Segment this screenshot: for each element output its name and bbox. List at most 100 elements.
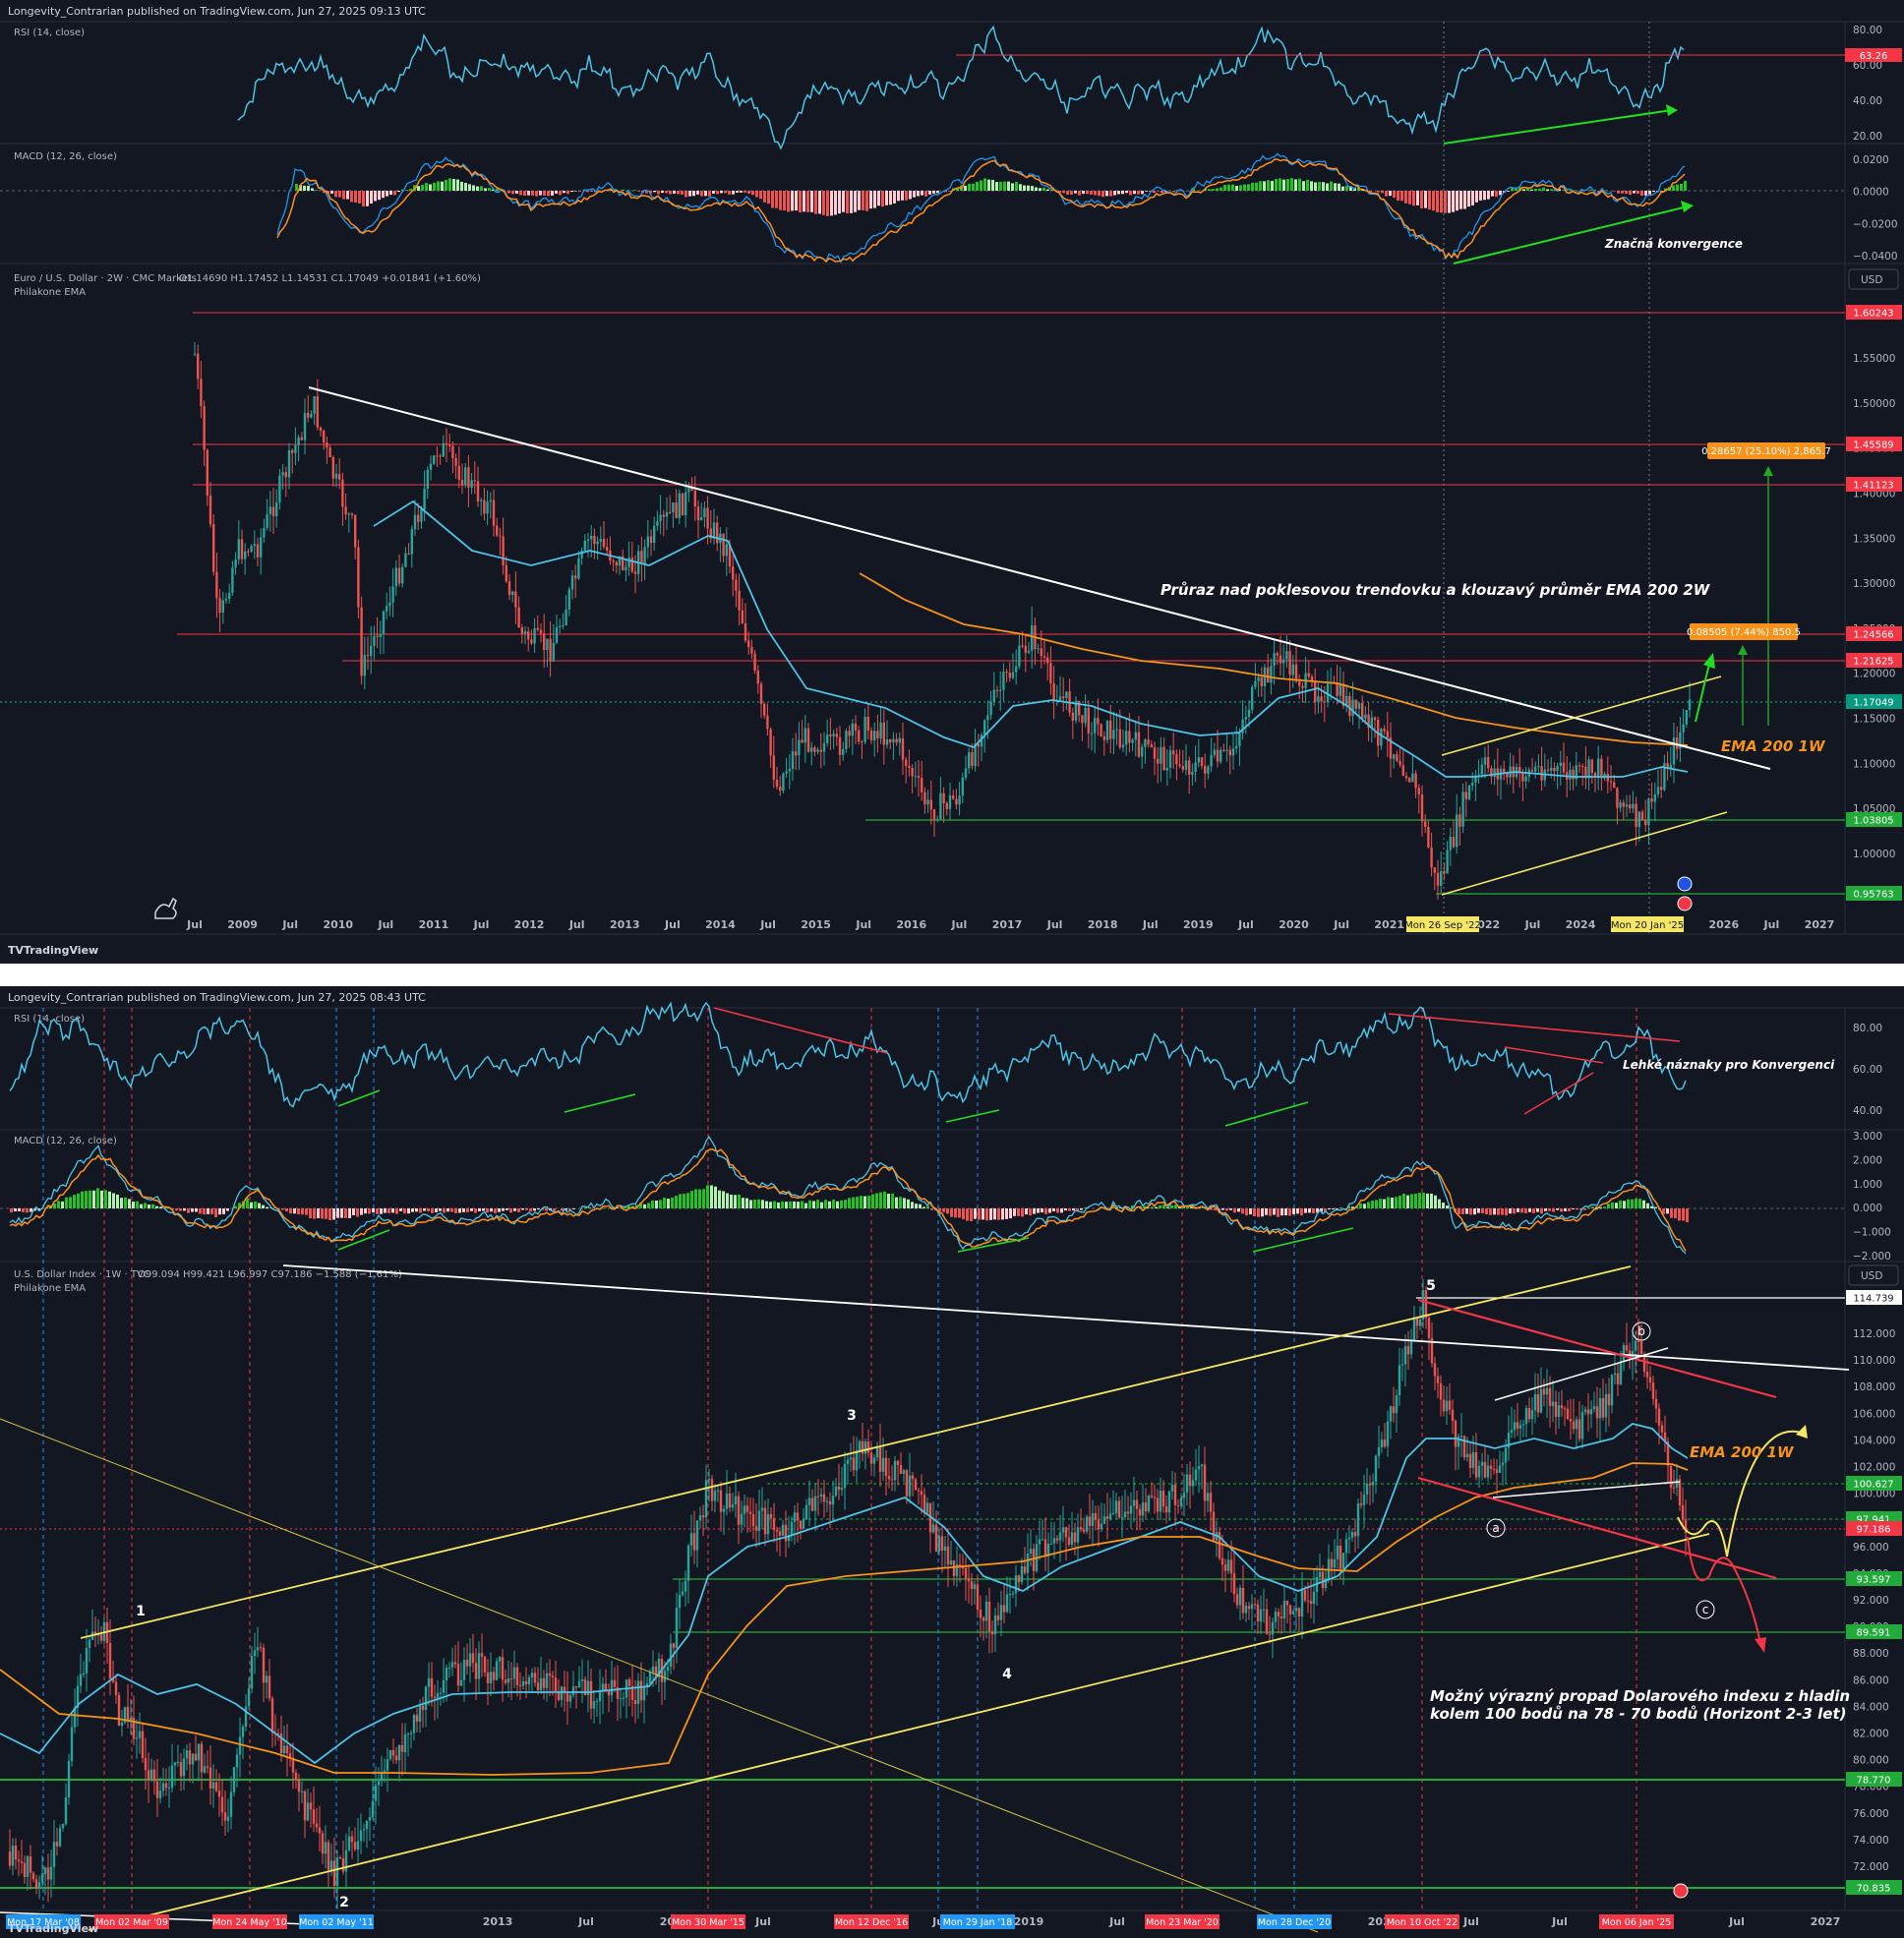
chart2-hist-bar bbox=[663, 1198, 666, 1208]
chart2-candle bbox=[731, 1493, 735, 1512]
chart2-currency-label: USD bbox=[1861, 1270, 1882, 1282]
chart2-candle bbox=[530, 1668, 534, 1693]
chart2-hist-bar bbox=[789, 1201, 792, 1208]
chart1-currency-button[interactable] bbox=[1848, 268, 1899, 290]
chart2-candle bbox=[1262, 1588, 1266, 1623]
chart2-hist-bar bbox=[624, 1206, 626, 1208]
chart2-hist-bar bbox=[144, 1203, 147, 1208]
chart2-candle bbox=[170, 1743, 174, 1793]
chart2-candle bbox=[577, 1666, 581, 1688]
chart1-candle bbox=[806, 723, 810, 753]
chart2-candle bbox=[1220, 1534, 1224, 1582]
chart1-hist-bar bbox=[924, 191, 927, 197]
tradingview-logo[interactable]: TV TradingView bbox=[8, 1922, 98, 1935]
chart1-hist-bar bbox=[759, 191, 762, 200]
chart1-candle bbox=[709, 509, 712, 544]
chart1-hist-bar bbox=[1149, 191, 1152, 193]
chart1-hist-bar bbox=[1086, 191, 1089, 195]
chart1-candle bbox=[923, 787, 926, 814]
dxy-chart[interactable]: Longevity_Contrarian published on Tradin… bbox=[0, 986, 1904, 1938]
chart1-candle bbox=[224, 593, 228, 605]
chart1-hist-bar bbox=[921, 191, 923, 196]
chart2-hist-bar bbox=[1418, 1193, 1421, 1208]
chart2-candle bbox=[681, 1581, 684, 1598]
chart2-candle bbox=[1356, 1498, 1360, 1549]
chart1-hist-bar bbox=[307, 185, 310, 191]
chart2-hist-bar bbox=[1450, 1207, 1453, 1208]
chart2-hist-bar bbox=[372, 1208, 375, 1212]
chart1-hist-bar bbox=[578, 191, 581, 192]
chart2-hist-bar bbox=[269, 1207, 272, 1208]
chart2-candle bbox=[468, 1638, 472, 1683]
chart2-candle bbox=[1150, 1482, 1154, 1499]
chart1-candle bbox=[1144, 737, 1147, 764]
chart1-price-axis-label: 1.30000 bbox=[1853, 578, 1895, 590]
chart1-candle bbox=[1443, 862, 1446, 881]
chart2-hist-bar bbox=[1591, 1206, 1594, 1208]
chart1-hist-bar bbox=[716, 191, 719, 195]
chart1-hist-bar bbox=[818, 191, 821, 214]
chart2-hist-bar bbox=[1520, 1208, 1523, 1213]
chart2-hist-bar bbox=[993, 1208, 996, 1220]
chart2-hist-bar bbox=[1682, 1208, 1685, 1221]
chart2-date-tag-label: Mon 02 Mar '09 bbox=[95, 1917, 168, 1928]
chart1-hist-bar bbox=[338, 191, 341, 198]
chart1-candle bbox=[284, 466, 287, 498]
chart2-hist-bar bbox=[77, 1193, 80, 1208]
chart2-currency-button[interactable] bbox=[1848, 1264, 1899, 1286]
chart2-candle bbox=[1076, 1513, 1080, 1559]
chart2-hist-bar bbox=[1469, 1208, 1472, 1215]
flag-icon[interactable] bbox=[1677, 896, 1693, 911]
chart2-candle bbox=[1377, 1425, 1381, 1469]
chart1-hist-bar bbox=[736, 191, 739, 193]
chart1-main-title: Euro / U.S. Dollar · 2W · CMC Markets bbox=[14, 273, 197, 284]
event-icon[interactable] bbox=[1677, 876, 1693, 892]
chart1-hist-bar bbox=[570, 191, 573, 193]
chart1-hist-bar bbox=[1420, 191, 1423, 208]
chart1-candle bbox=[851, 719, 854, 755]
chart1-candle bbox=[263, 518, 266, 543]
chart2-candle bbox=[108, 1619, 112, 1696]
chart2-candle bbox=[589, 1669, 593, 1720]
chart1-hist-bar bbox=[633, 190, 636, 191]
chart2-candle bbox=[878, 1423, 882, 1487]
chart1-candle bbox=[486, 490, 489, 526]
chart2-candle bbox=[173, 1761, 177, 1786]
chart1-price-tag bbox=[1846, 653, 1902, 668]
chart2-candle bbox=[1518, 1420, 1522, 1442]
chart2-hist-bar bbox=[714, 1186, 717, 1208]
chart2-candle bbox=[1088, 1494, 1092, 1540]
chart1-candle bbox=[593, 528, 596, 559]
chart2-hist-bar bbox=[403, 1208, 406, 1214]
chart2-candle bbox=[141, 1723, 145, 1763]
chart2-candle bbox=[462, 1647, 466, 1702]
chart2-hist-bar bbox=[1548, 1208, 1551, 1211]
chart1-hist-bar bbox=[429, 184, 432, 191]
chart2-price-axis-label: 74.000 bbox=[1853, 1835, 1889, 1847]
chart1-hist-bar bbox=[1098, 191, 1101, 197]
chart1-candle bbox=[759, 681, 763, 719]
chart1-candle bbox=[1074, 696, 1078, 725]
chart2-candle bbox=[970, 1572, 974, 1606]
chart1-time-label: Jul bbox=[1142, 918, 1159, 931]
chart1-hist-bar bbox=[1046, 189, 1049, 191]
flag-icon[interactable] bbox=[1673, 1883, 1689, 1899]
eurusd-chart[interactable]: Longevity_Contrarian published on Tradin… bbox=[0, 0, 1904, 964]
chart2-candle bbox=[1002, 1584, 1006, 1623]
chart1-hist-bar bbox=[1534, 188, 1537, 191]
chart2-hist-bar bbox=[1155, 1206, 1158, 1208]
chart2-candle bbox=[1468, 1442, 1472, 1478]
chart1-candle bbox=[939, 777, 942, 820]
chart2-hist-bar bbox=[1552, 1208, 1555, 1212]
chart2-rsi-line bbox=[9, 1001, 1687, 1108]
chart2-price-axis-label: 96.000 bbox=[1853, 1542, 1889, 1554]
chart2-date-tag bbox=[6, 1914, 81, 1929]
chart1-candle bbox=[750, 639, 753, 659]
chart2-hist-bar bbox=[1477, 1208, 1480, 1213]
tradingview-logo[interactable]: TV TradingView bbox=[8, 944, 98, 957]
chart1-candle bbox=[681, 493, 684, 516]
chart2-hist-bar bbox=[521, 1208, 524, 1210]
chart1-candle bbox=[693, 476, 696, 521]
chart1-hist-bar bbox=[1538, 188, 1541, 191]
chart2-candle bbox=[743, 1494, 746, 1528]
